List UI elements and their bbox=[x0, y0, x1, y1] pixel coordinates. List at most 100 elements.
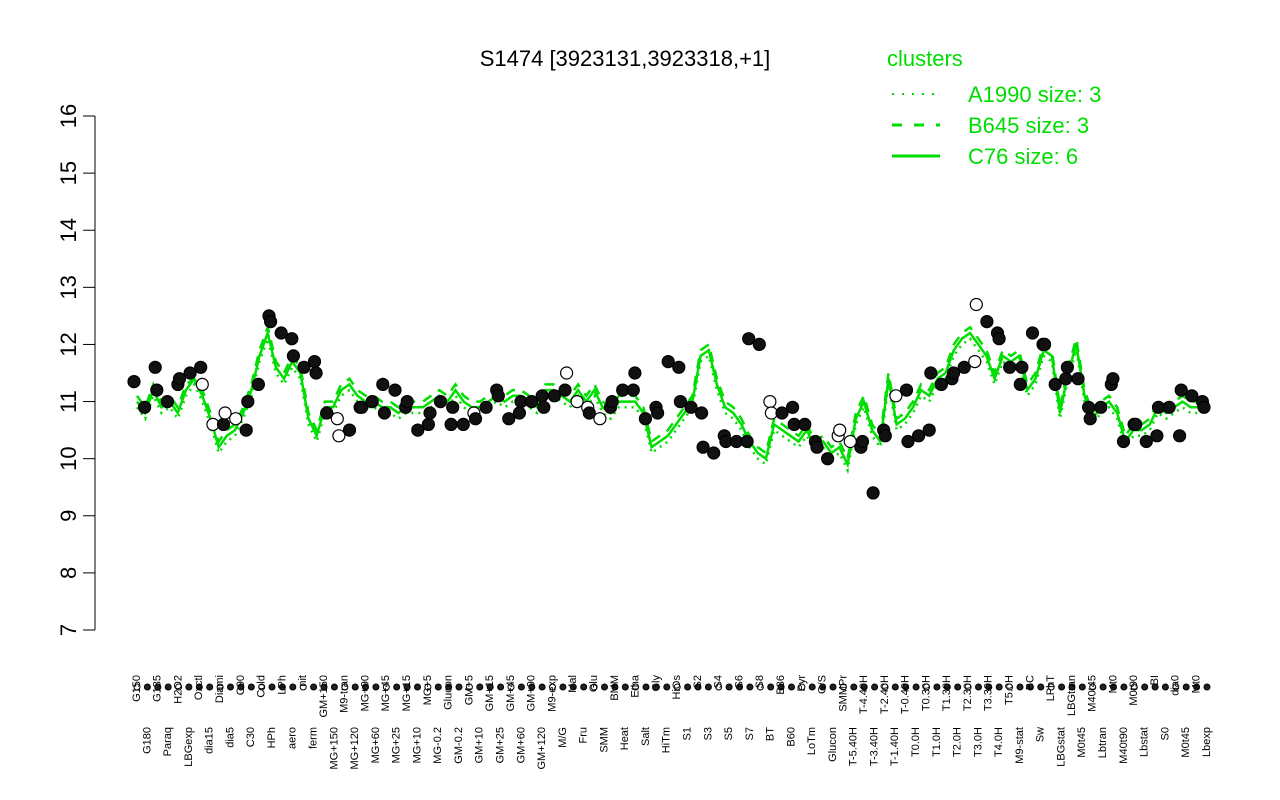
x-tick-dot bbox=[569, 683, 577, 691]
x-tick-dot bbox=[507, 683, 515, 691]
legend-title: clusters bbox=[887, 46, 963, 71]
data-point bbox=[785, 400, 800, 414]
x-tick-dot bbox=[154, 683, 162, 691]
data-point bbox=[479, 400, 493, 414]
data-point bbox=[582, 406, 596, 420]
x-tick-dot bbox=[1203, 683, 1211, 691]
data-points bbox=[127, 297, 1211, 500]
x-tick-dot bbox=[310, 683, 318, 691]
x-tick-label: Glucon bbox=[827, 727, 839, 762]
x-tick-label: H2O2 bbox=[173, 675, 185, 704]
data-point bbox=[694, 406, 709, 420]
data-point bbox=[1139, 434, 1153, 449]
x-tick-dot bbox=[1193, 683, 1201, 691]
x-tick-dot bbox=[632, 683, 640, 691]
x-tick-dot bbox=[1037, 683, 1045, 691]
x-tick-label: M0t45 bbox=[1076, 727, 1088, 758]
x-tick-dot bbox=[1047, 683, 1055, 691]
x-tick-dot bbox=[175, 683, 183, 691]
x-tick-label: LBGstat bbox=[1056, 727, 1068, 767]
data-point bbox=[992, 332, 1006, 346]
x-tick-label: Lbstat bbox=[1139, 727, 1151, 757]
data-point bbox=[742, 332, 756, 346]
data-point bbox=[307, 355, 322, 369]
x-tick-dot bbox=[673, 683, 681, 691]
data-point bbox=[274, 326, 288, 340]
y-tick-label: 14 bbox=[56, 218, 81, 242]
x-tick-dot bbox=[642, 683, 650, 691]
x-tick-label: LoTm bbox=[806, 727, 818, 755]
data-point bbox=[446, 400, 460, 414]
data-point bbox=[740, 434, 754, 449]
x-tick-label: C30 bbox=[245, 727, 257, 747]
x-tick-dot bbox=[1141, 683, 1149, 691]
series-line-solid bbox=[135, 328, 1208, 469]
data-point bbox=[628, 366, 642, 380]
data-point bbox=[1172, 429, 1187, 443]
x-tick-dot bbox=[1016, 683, 1024, 691]
y-tick-label: 11 bbox=[56, 390, 81, 413]
x-tick-dot bbox=[912, 683, 920, 691]
data-point bbox=[537, 400, 551, 414]
x-tick-dot bbox=[1151, 683, 1159, 691]
x-tick-label: Mt0 bbox=[1191, 675, 1203, 693]
data-point bbox=[355, 400, 369, 414]
data-point bbox=[535, 389, 549, 403]
x-tick-dot bbox=[465, 683, 473, 691]
data-point bbox=[672, 360, 686, 374]
x-tick-dot bbox=[694, 683, 702, 691]
x-tick-label: T1.0H bbox=[931, 727, 943, 757]
data-point bbox=[1094, 400, 1108, 414]
x-tick-dot bbox=[414, 683, 421, 691]
data-point bbox=[1083, 412, 1097, 426]
x-tick-label: HiTm bbox=[661, 727, 673, 753]
x-tick-dot bbox=[1089, 683, 1097, 691]
x-tick-label: MG+45 bbox=[380, 675, 392, 711]
x-tick-dot bbox=[559, 683, 567, 691]
x-tick-dot bbox=[1161, 683, 1169, 691]
x-tick-label: T4.0H bbox=[993, 727, 1005, 757]
x-tick-label: SMM bbox=[598, 727, 610, 753]
data-point bbox=[251, 377, 265, 391]
x-tick-dot bbox=[320, 683, 328, 691]
x-tick-label: MG+10 bbox=[411, 727, 423, 763]
x-tick-dot bbox=[975, 683, 982, 691]
x-tick-label: S3 bbox=[702, 727, 714, 740]
x-tick-dot bbox=[351, 683, 359, 691]
data-point bbox=[1015, 360, 1029, 374]
x-tick-label: T-4.40H bbox=[858, 675, 870, 714]
x-tick-dot bbox=[943, 683, 951, 691]
x-tick-label: GM+15 bbox=[484, 675, 496, 711]
x-tick-label: T0.30H bbox=[920, 675, 932, 711]
data-point bbox=[661, 355, 675, 369]
x-tick-label: MG-0.2 bbox=[432, 727, 444, 764]
x-tick-label: T-5.40H bbox=[848, 727, 860, 766]
x-tick-dot bbox=[746, 683, 754, 691]
x-tick-dot bbox=[819, 683, 827, 691]
data-point bbox=[241, 395, 255, 409]
x-tick-dot bbox=[455, 683, 463, 691]
y-ticks: 7 8 9 10 11 12 13 14 15 16 bbox=[56, 104, 95, 636]
data-point bbox=[810, 440, 824, 454]
x-tick-label: T2.30H bbox=[962, 675, 974, 711]
x-tick-label: MG+90 bbox=[359, 675, 371, 711]
x-tick-label: Cold bbox=[256, 675, 268, 698]
x-tick-dot bbox=[902, 683, 910, 691]
x-tick-dot bbox=[663, 683, 671, 691]
x-tick-dot bbox=[736, 683, 743, 691]
x-tick-dot bbox=[839, 683, 847, 691]
x-tick-label: S7 bbox=[744, 727, 756, 740]
data-point bbox=[696, 440, 710, 454]
data-point bbox=[127, 375, 141, 389]
x-tick-dot bbox=[393, 683, 401, 691]
x-tick-dot bbox=[268, 683, 276, 691]
data-point bbox=[707, 446, 721, 460]
x-tick-label: T2.0H bbox=[952, 727, 964, 757]
x-tick-dot bbox=[715, 683, 723, 691]
x-tick-dot bbox=[964, 683, 972, 691]
data-point bbox=[1106, 372, 1120, 386]
x-tick-dot bbox=[590, 683, 598, 691]
data-point bbox=[444, 417, 458, 431]
x-tick-dot bbox=[923, 683, 930, 691]
x-tick-dot bbox=[341, 683, 349, 691]
